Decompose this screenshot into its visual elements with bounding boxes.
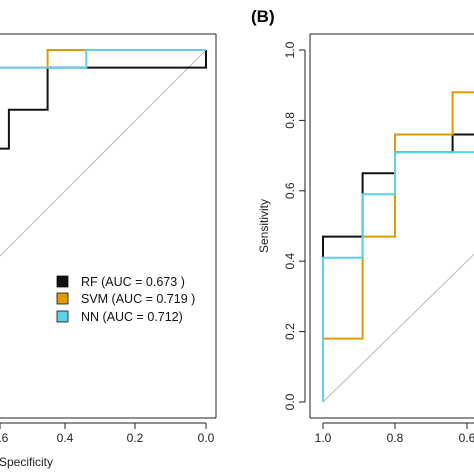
panel-a-x-tick-label: 0.4 — [57, 431, 74, 445]
panel-b-x-tick-label: 0.8 — [387, 431, 404, 445]
legend-key-nn — [56, 310, 69, 323]
panel-b-diagonal — [322, 253, 474, 403]
panel-b-y-tick-label: 0.2 — [283, 323, 297, 340]
panel-a-diagonal — [0, 49, 207, 257]
roc-curve-nn — [322, 151, 474, 402]
legend-key-svm — [56, 292, 69, 305]
legend-label-rf: RF (AUC = 0.673 ) — [81, 275, 185, 289]
roc-curve-nn — [0, 49, 206, 69]
panel-a-x-axis-label: Specificity — [0, 455, 53, 469]
panel-b-y-axis-label: Sensitivity — [257, 199, 271, 253]
panel-b-y-axis: 0.0 0.2 0.4 0.6 0.8 1.0 Sensitivity — [257, 41, 306, 410]
roc-curve-svm — [322, 91, 474, 402]
panel-b: (B) 0.0 0.2 0.4 0.6 0.8 1.0 Sensitivity — [251, 7, 474, 445]
panel-b-series — [322, 91, 474, 402]
panel-b-y-tick-label: 0.6 — [283, 182, 297, 199]
roc-curve-rf — [0, 50, 207, 150]
panel-a-x-tick-label: 0.6 — [0, 431, 9, 445]
legend-label-nn: NN (AUC = 0.712) — [81, 310, 183, 324]
roc-curve-rf — [322, 133, 474, 402]
panel-b-y-tick-label: 0.4 — [283, 253, 297, 270]
roc-curve-svm — [0, 49, 206, 69]
panel-a-x-tick-label: 0.2 — [127, 431, 144, 445]
panel-a: 0.6 0.4 0.2 0.0 Specificity RF (AUC = 0.… — [0, 33, 217, 469]
legend: RF (AUC = 0.673 ) SVM (AUC = 0.719 ) NN … — [56, 275, 195, 324]
panel-b-y-tick-label: 1.0 — [283, 41, 297, 58]
panel-a-x-axis: 0.6 0.4 0.2 0.0 Specificity — [0, 422, 215, 469]
panel-b-x-tick-label: 0.6 — [459, 431, 474, 445]
panel-a-x-tick-label: 0.0 — [198, 431, 215, 445]
panel-b-x-axis: 1.0 0.8 0.6 — [315, 422, 474, 445]
panel-b-y-tick-label: 0.0 — [283, 393, 297, 410]
legend-label-svm: SVM (AUC = 0.719 ) — [81, 292, 195, 306]
panel-b-label: (B) — [251, 7, 275, 26]
panel-a-series — [0, 49, 207, 150]
panel-b-x-tick-label: 1.0 — [315, 431, 332, 445]
panel-b-y-tick-label: 0.8 — [283, 112, 297, 129]
legend-key-rf — [56, 275, 69, 288]
